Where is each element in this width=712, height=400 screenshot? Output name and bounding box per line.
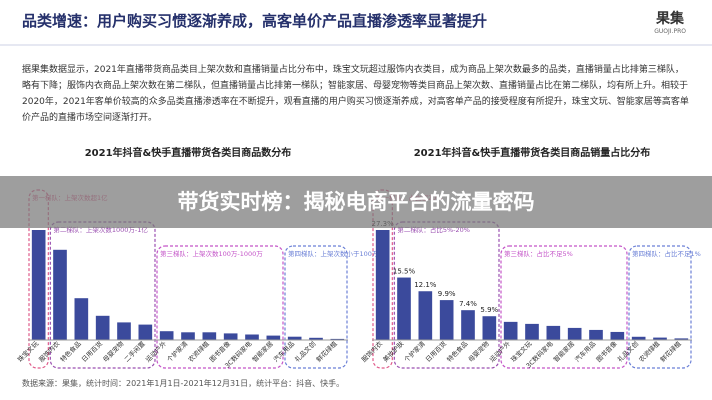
logo-sub: GUOJI.PRO (654, 28, 686, 35)
category-label: 图书音像 (594, 339, 619, 364)
tier-label: 第三梯队：上架次数100万-1000万 (160, 249, 263, 258)
bar (567, 327, 582, 340)
category-label: 礼品文创 (615, 339, 640, 364)
tier-label: 第四梯队：上架次数小于100万 (288, 249, 379, 258)
chart-title: 2021年抖音&快手直播带货各类目商品销量占比分布 (414, 146, 651, 159)
value-label: 15.5% (393, 268, 416, 276)
bar (95, 315, 110, 340)
bar (117, 322, 131, 340)
bar (418, 291, 433, 340)
category-label: 个护家清 (402, 339, 427, 364)
bar (53, 249, 67, 340)
category-label: 母婴宠物 (101, 339, 126, 364)
bar (181, 332, 195, 340)
category-label: 特色食品 (445, 339, 470, 364)
bar (439, 300, 454, 340)
bar (674, 338, 689, 340)
category-label: 农资绿植 (186, 339, 211, 364)
category-label: 鲜花绿植 (658, 339, 683, 364)
category-label: 特色食品 (58, 339, 83, 364)
bar (546, 325, 561, 340)
bar (610, 331, 625, 340)
category-label: 农资绿植 (637, 339, 662, 364)
header: 品类增速：用户购买习惯逐渐养成，高客单价产品直播渗透率显著提升 果集 GUOJI… (0, 0, 712, 46)
category-label: 美妆护肤 (381, 339, 406, 364)
tier-box (156, 245, 284, 369)
paragraph: 据果集数据显示，2021年直播带货商品类目上架次数和直播销量占比分布中，珠宝文玩… (22, 65, 689, 123)
bar (266, 335, 281, 340)
logo: 果集 (656, 11, 684, 27)
category-label: 个护家清 (165, 339, 190, 364)
footer: 数据来源：果集，统计时间：2021年1月1日-2021年12月31日，统计平台：… (22, 379, 345, 388)
category-label: 日用百货 (423, 339, 448, 364)
category-label: 二手闲置 (122, 339, 147, 364)
header-title: 品类增速：用户购买习惯逐渐养成，高客单价产品直播渗透率显著提升 (22, 12, 488, 30)
category-label: 鲜花绿植 (314, 339, 339, 364)
bar (503, 321, 518, 340)
banner: 带货实时榜：揭秘电商平台的流量密码 (0, 176, 712, 228)
bar (309, 337, 323, 340)
tier-label: 第二梯队：上架次数1000万-1亿 (53, 225, 148, 234)
bar (74, 298, 89, 340)
bar (138, 324, 153, 340)
category-label: 智能家居 (250, 339, 275, 364)
category-label: 汽车用品 (573, 339, 598, 364)
tier-box (284, 245, 348, 369)
value-label: 5.9% (480, 306, 498, 314)
bar (653, 337, 667, 340)
category-label: 汽车用品 (271, 339, 296, 364)
tier-label: 第四梯队：占比不足1% (632, 249, 701, 258)
chart-title: 2021年抖音&快手直播带货各类目商品数分布 (85, 146, 292, 159)
tier-box (500, 245, 628, 369)
bar (31, 230, 46, 340)
value-label: 7.4% (459, 300, 477, 308)
category-label: 服饰内衣 (359, 339, 384, 364)
value-label: 9.9% (438, 290, 456, 298)
value-label: 12.1% (414, 281, 437, 289)
category-label: 运动户外 (487, 339, 512, 364)
category-label: 珠宝文玩 (15, 339, 40, 364)
bar (631, 336, 646, 340)
tier-box (393, 221, 500, 369)
category-label: 日用百货 (79, 339, 104, 364)
category-label: 礼品文创 (293, 339, 318, 364)
bar (375, 230, 390, 340)
bar (159, 331, 174, 340)
bar (525, 323, 539, 340)
category-label: 母婴宠物 (466, 339, 491, 364)
category-label: 运动户外 (143, 339, 168, 364)
bar (245, 334, 259, 340)
bar (461, 310, 475, 340)
tier-label: 第二梯队：占比5%-20% (397, 225, 470, 234)
tier-box (628, 245, 692, 369)
tier-label: 第三梯队：占比不足5% (504, 249, 573, 258)
bar (397, 277, 411, 340)
bar (482, 316, 497, 340)
tier-box (49, 221, 156, 369)
category-label: 服饰内衣 (37, 339, 62, 364)
category-label: 智能家居 (551, 339, 576, 364)
bar (330, 338, 345, 340)
bar (287, 336, 302, 340)
bar (589, 329, 603, 340)
bar (202, 332, 217, 340)
bar (223, 333, 238, 340)
